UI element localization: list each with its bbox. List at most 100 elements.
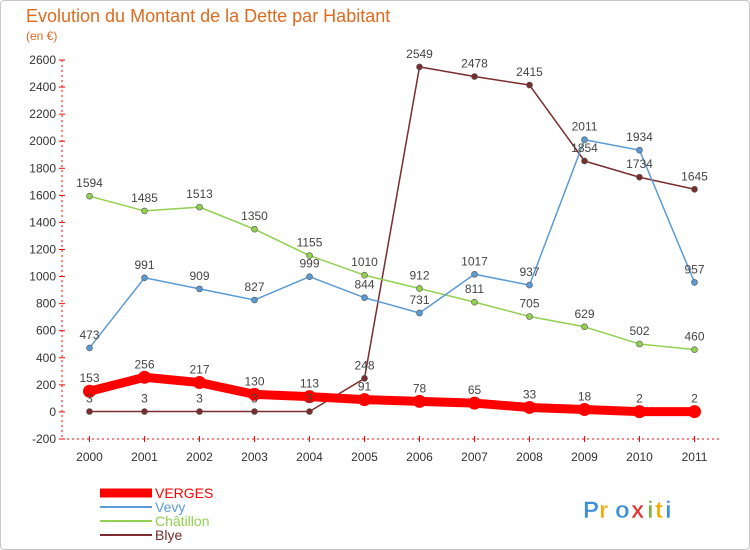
- data-label: 937: [519, 265, 539, 279]
- data-point: [523, 400, 536, 414]
- logo-letter: r: [599, 497, 608, 524]
- logo-letter: t: [655, 497, 663, 524]
- chart-subtitle: (en €): [26, 29, 57, 43]
- data-label: 999: [299, 257, 319, 271]
- data-label: 1010: [351, 255, 378, 269]
- data-label: 2478: [461, 57, 488, 71]
- data-label: 1485: [131, 191, 158, 205]
- data-point: [141, 207, 148, 215]
- data-label: 3: [86, 392, 93, 406]
- data-point: [688, 405, 701, 419]
- data-label: 2: [636, 392, 643, 406]
- y-tick-label: 2400: [29, 80, 56, 94]
- x-tick-label: 2004: [296, 450, 323, 464]
- y-tick-label: 1400: [29, 215, 56, 229]
- y-tick-label: 1000: [29, 270, 56, 284]
- data-point: [636, 173, 643, 181]
- y-tick-label: 1200: [29, 243, 56, 257]
- data-label: 33: [523, 387, 537, 401]
- data-point: [633, 405, 646, 419]
- legend-label: Châtillon: [155, 513, 209, 529]
- chart-title: Evolution du Montant de la Dette par Hab…: [26, 6, 390, 26]
- data-point: [251, 296, 258, 304]
- data-point: [578, 402, 591, 416]
- data-label: 2549: [406, 47, 433, 61]
- x-tick-label: 2010: [626, 450, 653, 464]
- logo-letter: o: [615, 497, 630, 524]
- data-label: 113: [300, 377, 319, 391]
- data-point: [196, 285, 203, 293]
- x-tick-label: 2009: [571, 450, 598, 464]
- data-label: 3: [306, 392, 313, 406]
- data-point: [361, 294, 368, 301]
- data-point: [83, 384, 96, 398]
- x-tick-label: 2007: [461, 450, 488, 464]
- data-point: [306, 273, 313, 281]
- data-point: [251, 225, 258, 233]
- y-tick-label: 1800: [29, 161, 56, 175]
- y-tick-label: 2600: [29, 53, 56, 67]
- data-point: [413, 394, 426, 408]
- x-tick-label: 2000: [76, 450, 103, 464]
- legend-label: VERGES: [155, 485, 213, 501]
- series-line-blye: [88, 66, 696, 413]
- x-tick-label: 2003: [241, 450, 268, 464]
- data-label: 1645: [681, 169, 708, 183]
- data-label: 1017: [461, 254, 488, 268]
- data-point: [471, 270, 478, 278]
- data-point: [141, 274, 148, 282]
- data-label: 909: [189, 269, 209, 283]
- x-tick-label: 2001: [131, 450, 158, 464]
- x-tick-label: 2011: [682, 450, 708, 464]
- data-point: [581, 323, 588, 331]
- data-label: 2: [691, 392, 698, 406]
- data-point: [471, 298, 478, 306]
- series-line-vevy: [88, 138, 696, 349]
- data-label: 1513: [186, 187, 213, 201]
- data-point: [636, 340, 643, 348]
- data-point: [196, 408, 203, 415]
- data-label: 91: [358, 380, 372, 394]
- series-line-châtillon: [88, 195, 696, 351]
- data-label: 731: [409, 293, 429, 307]
- data-label: 705: [519, 297, 539, 311]
- data-point: [358, 393, 371, 407]
- data-point: [416, 309, 423, 317]
- data-label: 1155: [297, 236, 323, 250]
- data-point: [526, 281, 533, 289]
- data-point: [361, 271, 368, 279]
- data-point: [251, 408, 258, 415]
- data-label: 811: [465, 282, 484, 296]
- data-label: 912: [409, 268, 429, 282]
- data-label: 1350: [241, 209, 268, 223]
- data-point: [691, 279, 698, 286]
- logo-letter: i: [665, 497, 672, 524]
- data-point: [581, 157, 588, 165]
- y-tick-label: 2200: [29, 107, 56, 121]
- data-label: 217: [189, 363, 209, 377]
- y-tick-label: 800: [36, 297, 56, 311]
- data-point: [193, 376, 206, 390]
- data-point: [306, 408, 313, 415]
- data-label: 844: [354, 278, 374, 292]
- data-point: [636, 146, 643, 154]
- data-point: [471, 73, 478, 80]
- data-point: [691, 185, 698, 193]
- legend-label: Blye: [155, 527, 182, 543]
- data-label: 65: [468, 383, 482, 397]
- data-label: 827: [244, 280, 264, 294]
- x-tick-label: 2008: [516, 450, 543, 464]
- data-label: 1934: [626, 130, 653, 144]
- data-label: 3: [251, 392, 258, 406]
- data-label: 78: [413, 381, 427, 395]
- data-point: [248, 387, 261, 401]
- data-label: 3: [141, 392, 148, 406]
- y-tick-label: 1600: [29, 188, 56, 202]
- data-label: 2011: [572, 120, 598, 134]
- y-tick-label: 0: [49, 405, 56, 419]
- data-label: 256: [134, 357, 154, 371]
- data-label: 957: [684, 262, 704, 276]
